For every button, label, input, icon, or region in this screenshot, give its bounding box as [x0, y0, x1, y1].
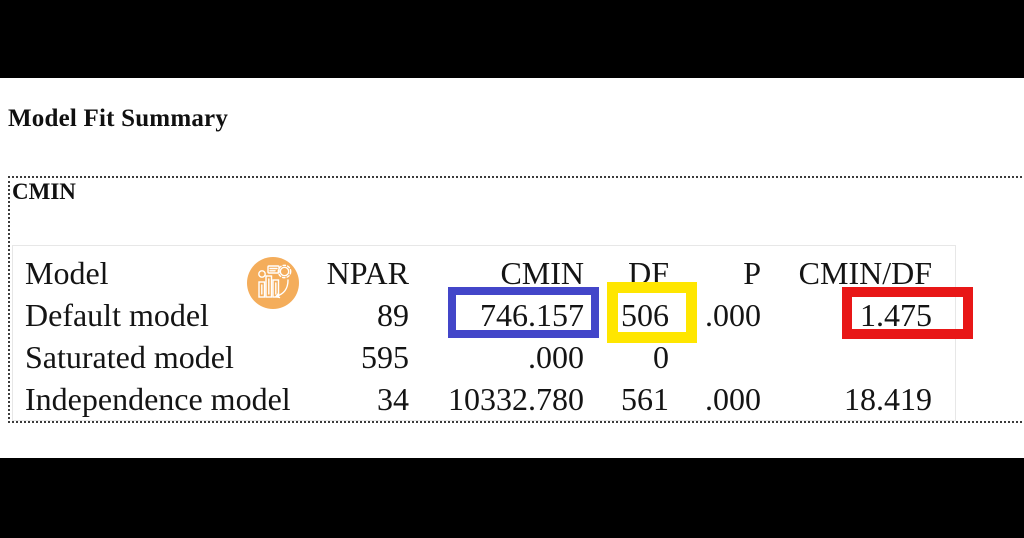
cell-saturated-model: Saturated model — [25, 339, 234, 375]
table-row-saturated-model: Saturated model 595 .000 0 — [13, 336, 955, 378]
cell-independence-npar: 34 — [377, 381, 409, 417]
column-header-cmin: CMIN — [500, 255, 584, 291]
cell-default-model: Default model — [25, 297, 209, 333]
cell-saturated-df: 0 — [653, 339, 669, 375]
model-fit-table: Model NPAR CMIN DF P CMIN/DF Default mod… — [13, 252, 955, 420]
cell-default-cmindf: 1.475 — [860, 297, 932, 333]
cell-independence-p: .000 — [705, 381, 761, 417]
cell-saturated-cmindf — [763, 336, 955, 378]
cell-independence-cmindf: 18.419 — [844, 381, 932, 417]
cell-default-df: 506 — [621, 297, 669, 333]
cell-default-npar: 89 — [377, 297, 409, 333]
amos-output-page: Model Fit Summary CMIN Model NPAR CMIN D… — [0, 78, 1024, 458]
cell-saturated-cmin: .000 — [528, 339, 584, 375]
table-row-independence-model: Independence model 34 10332.780 561 .000… — [13, 378, 955, 420]
column-header-df: DF — [628, 255, 669, 291]
column-header-model: Model — [25, 255, 109, 291]
cell-default-cmin: 746.157 — [480, 297, 584, 333]
column-header-p: P — [743, 255, 761, 291]
page-title: Model Fit Summary — [8, 105, 229, 132]
letterbox-top-bar — [0, 0, 1024, 78]
column-header-npar: NPAR — [326, 255, 409, 291]
cell-independence-cmin: 10332.780 — [448, 381, 584, 417]
column-header-cmindf: CMIN/DF — [798, 255, 932, 291]
letterbox-bottom-bar — [0, 458, 1024, 538]
table-header-row: Model NPAR CMIN DF P CMIN/DF — [13, 252, 955, 294]
cell-saturated-npar: 595 — [361, 339, 409, 375]
cell-independence-df: 561 — [621, 381, 669, 417]
cell-saturated-p — [671, 336, 763, 378]
cell-default-p: .000 — [705, 297, 761, 333]
table-row-default-model: Default model 89 746.157 506 .000 1.475 — [13, 294, 955, 336]
fit-table-container: Model NPAR CMIN DF P CMIN/DF Default mod… — [12, 245, 956, 421]
section-label: CMIN — [12, 179, 76, 204]
cmin-section-frame: CMIN — [8, 176, 1024, 423]
cell-independence-model: Independence model — [25, 381, 291, 417]
